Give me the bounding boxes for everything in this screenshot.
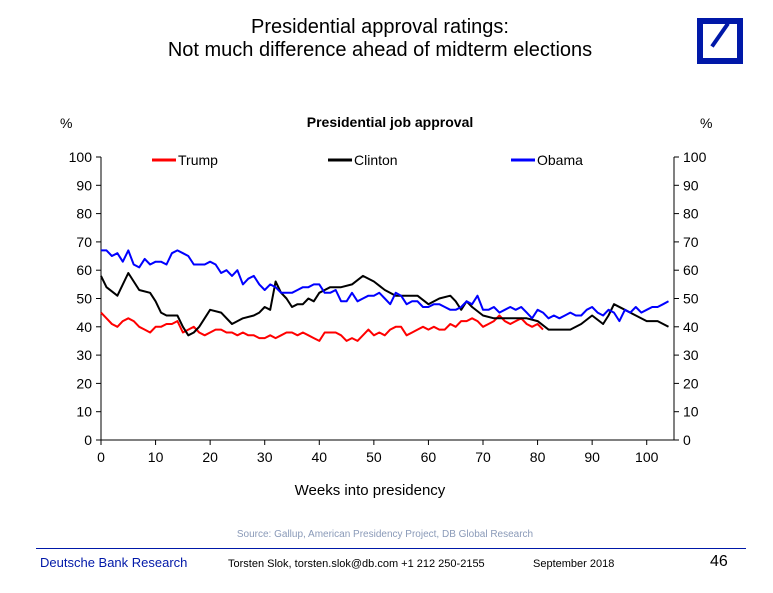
- x-axis-label: Weeks into presidency: [294, 482, 446, 499]
- series-line-clinton: [100, 272, 669, 337]
- y-axis-right-unit: %: [700, 115, 713, 131]
- slide-title-line1: Presidential approval ratings:: [251, 16, 509, 38]
- y-tick-label-left: 100: [69, 149, 93, 165]
- x-tick-label: 100: [635, 449, 659, 465]
- footer-divider: [36, 548, 746, 549]
- y-tick-label-right: 0: [683, 432, 691, 448]
- footer-contact: Torsten Slok, torsten.slok@db.com +1 212…: [228, 558, 485, 570]
- y-tick-label-right: 50: [683, 291, 699, 307]
- y-tick-label-left: 0: [84, 432, 92, 448]
- footer-brand: Deutsche Bank Research: [40, 555, 188, 570]
- x-tick-label: 50: [366, 449, 382, 465]
- legend-label-clinton: Clinton: [354, 152, 398, 168]
- y-tick-label-left: 10: [76, 404, 92, 420]
- x-tick-label: 20: [202, 449, 218, 465]
- y-tick-label-right: 80: [683, 206, 699, 222]
- y-tick-label-right: 60: [683, 262, 699, 278]
- footer-date: September 2018: [533, 558, 615, 570]
- slide-title-line2: Not much difference ahead of midterm ele…: [167, 39, 593, 61]
- x-tick-label: 60: [421, 449, 437, 465]
- y-tick-label-left: 80: [76, 206, 92, 222]
- y-tick-label-right: 40: [683, 319, 699, 335]
- x-tick-label: 0: [97, 449, 105, 465]
- x-tick-label: 90: [584, 449, 600, 465]
- y-tick-label-left: 20: [76, 375, 92, 391]
- y-tick-label-right: 10: [683, 404, 699, 420]
- y-tick-label-right: 90: [683, 177, 699, 193]
- legend-label-trump: Trump: [178, 152, 218, 168]
- x-tick-label: 40: [311, 449, 327, 465]
- x-tick-label: 30: [257, 449, 273, 465]
- y-tick-label-left: 90: [76, 177, 92, 193]
- slide-title: Presidential approval ratings: Not much …: [60, 16, 700, 62]
- series-line-obama: [101, 249, 669, 323]
- legend-label-obama: Obama: [537, 152, 583, 168]
- y-tick-label-left: 60: [76, 262, 92, 278]
- source-note: Source: Gallup, American Presidency Proj…: [236, 529, 534, 540]
- x-tick-label: 80: [530, 449, 546, 465]
- y-tick-label-right: 20: [683, 375, 699, 391]
- y-tick-label-right: 70: [683, 234, 699, 250]
- x-tick-label: 10: [148, 449, 164, 465]
- y-tick-label-left: 50: [76, 291, 92, 307]
- y-tick-label-left: 70: [76, 234, 92, 250]
- page-number: 46: [710, 553, 728, 570]
- y-tick-label-left: 40: [76, 319, 92, 335]
- y-tick-label-right: 30: [683, 347, 699, 363]
- y-axis-left-unit: %: [60, 115, 73, 131]
- chart-title: Presidential job approval: [306, 114, 474, 130]
- y-tick-label-left: 30: [76, 347, 92, 363]
- series-line-trump: [100, 311, 544, 342]
- y-tick-label-right: 100: [683, 149, 707, 165]
- deutsche-bank-logo: [697, 18, 743, 64]
- x-tick-label: 70: [475, 449, 491, 465]
